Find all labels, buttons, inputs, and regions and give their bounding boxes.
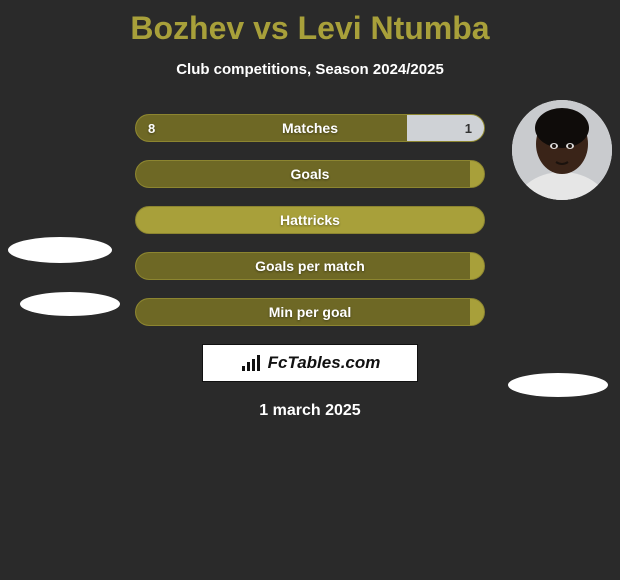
match-date: 1 march 2025	[0, 402, 620, 420]
stat-bar-value-left: 8	[148, 115, 155, 141]
right-player-placeholder	[508, 373, 608, 397]
comparison-panel: Matches8 1 Goals Hattricks Goals per match Mi…	[0, 114, 620, 420]
stat-bar: Hattricks	[135, 206, 485, 234]
stat-bar-label: Min per goal	[136, 299, 484, 325]
stat-bar: Min per goal	[135, 298, 485, 326]
brand-text: FcTables.com	[268, 353, 381, 373]
stat-bar-label: Matches	[136, 115, 484, 141]
stat-bar-label: Hattricks	[136, 207, 484, 233]
stat-bar: Goals	[135, 160, 485, 188]
brand-badge: FcTables.com	[202, 344, 418, 382]
brand-chart-icon	[240, 355, 262, 371]
subtitle: Club competitions, Season 2024/2025	[0, 61, 620, 78]
stat-bar-label: Goals per match	[136, 253, 484, 279]
left-player-placeholder-1	[8, 237, 112, 263]
stat-bar-label: Goals	[136, 161, 484, 187]
stat-bar: Matches8 1	[135, 114, 485, 142]
stat-bar-value-right: 1	[465, 115, 472, 141]
stat-bar: Goals per match	[135, 252, 485, 280]
page-title: Bozhev vs Levi Ntumba	[0, 0, 620, 47]
left-player-placeholder-2	[20, 292, 120, 316]
right-player-avatar	[512, 100, 612, 200]
stat-bars: Matches8 1 Goals Hattricks Goals per match Mi…	[135, 114, 485, 326]
